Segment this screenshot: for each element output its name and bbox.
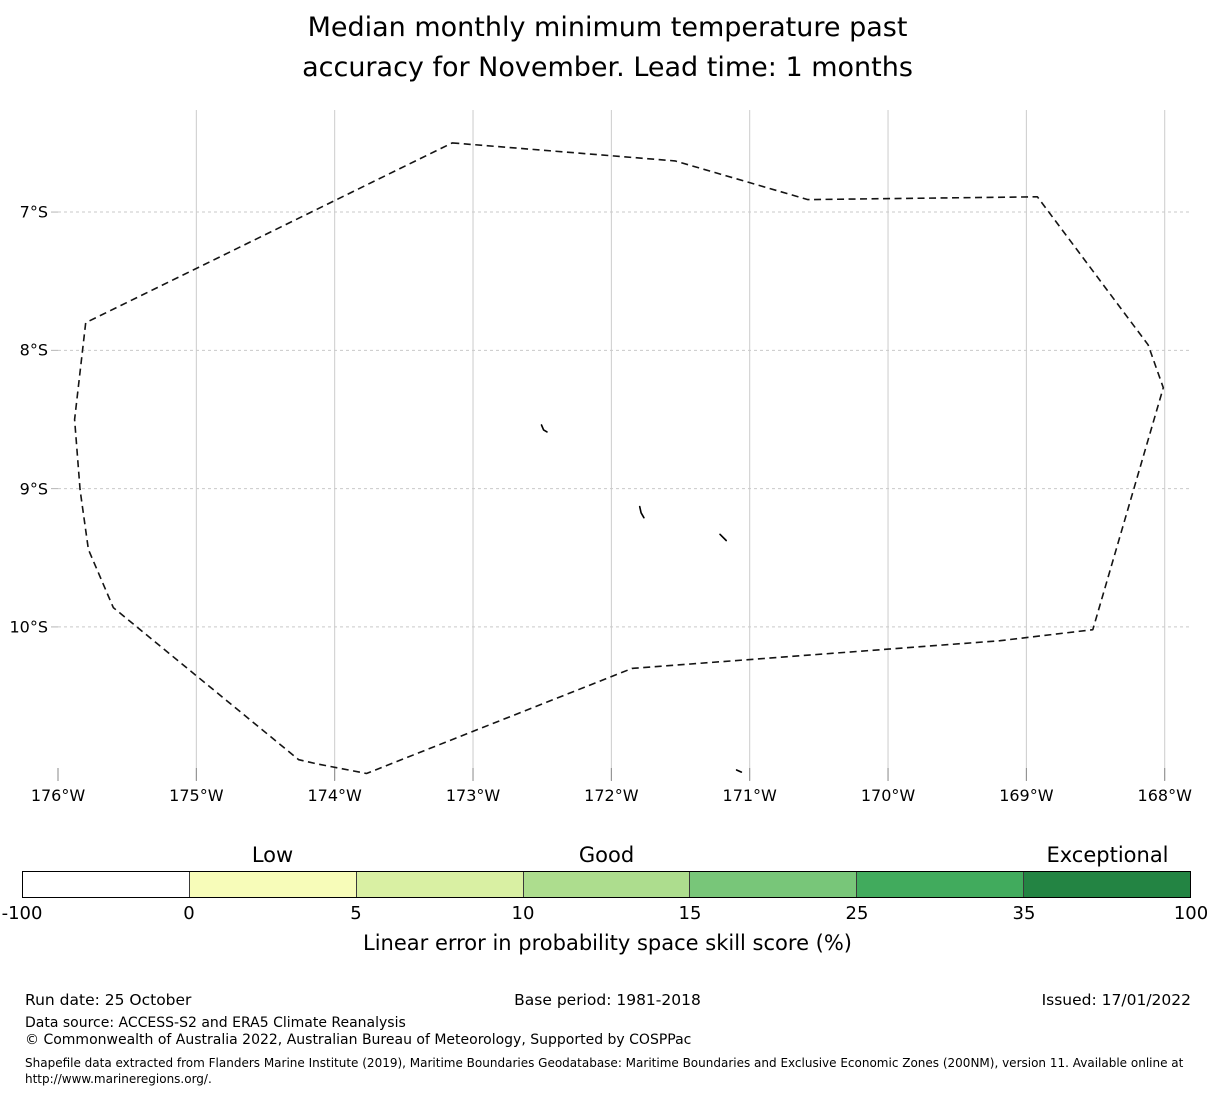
x-tick-label: 176°W [30,786,86,805]
y-tick-label: 9°S [19,479,48,499]
colorbar-axis-label: Linear error in probability space skill … [363,931,852,955]
y-tick-label: 8°S [19,340,48,360]
colorbar [22,871,1191,898]
colorbar-tick-label: 10 [511,903,535,924]
island-outline [719,533,727,542]
eez-boundary-line [73,142,1165,775]
island-outline [735,769,743,773]
copyright-text: © Commonwealth of Australia 2022, Austra… [25,1032,692,1048]
data-source-text: Data source: ACCESS-S2 and ERA5 Climate … [25,1015,406,1031]
colorbar-segment [356,872,524,897]
colorbar-tick-label: 25 [845,903,869,924]
colorbar-segment [1024,872,1191,897]
x-tick-label: 168°W [1137,786,1192,805]
colorbar-tick-label: 100 [1173,903,1209,924]
colorbar-category-label: Exceptional [1046,843,1169,867]
island-outline [638,505,645,519]
colorbar-segment [23,872,190,897]
run-date-text: Run date: 25 October [25,991,192,1009]
x-tick-label: 172°W [584,786,639,805]
colorbar-tick-label: 35 [1012,903,1036,924]
x-tick-label: 171°W [722,786,777,805]
colorbar-tick-label: 0 [183,903,195,924]
figure-title: Median monthly minimum temperature past … [302,12,913,83]
island-outline [540,424,548,433]
colorbar-segment [189,872,357,897]
base-period-text: Base period: 1981-2018 [514,991,701,1009]
colorbar-segment [523,872,691,897]
colorbar-tick-label: 5 [350,903,362,924]
x-tick-label: 174°W [307,786,362,805]
colorbar-segment [690,872,858,897]
x-tick-label: 175°W [169,786,224,805]
colorbar-tick-label: 15 [678,903,702,924]
colorbar-category-label: Good [578,843,635,867]
x-tick-label: 169°W [999,786,1054,805]
y-tick-label: 10°S [9,617,48,637]
x-tick-label: 170°W [860,786,916,805]
y-tick-label: 7°S [19,202,48,222]
colorbar-segment [857,872,1025,897]
colorbar-tick-label: -100 [1,903,43,924]
issued-date-text: Issued: 17/01/2022 [1041,991,1191,1009]
colorbar-category-label: Low [251,843,294,867]
x-tick-label: 173°W [445,786,501,805]
shapefile-note-text: Shapefile data extracted from Flanders M… [25,1056,1184,1086]
